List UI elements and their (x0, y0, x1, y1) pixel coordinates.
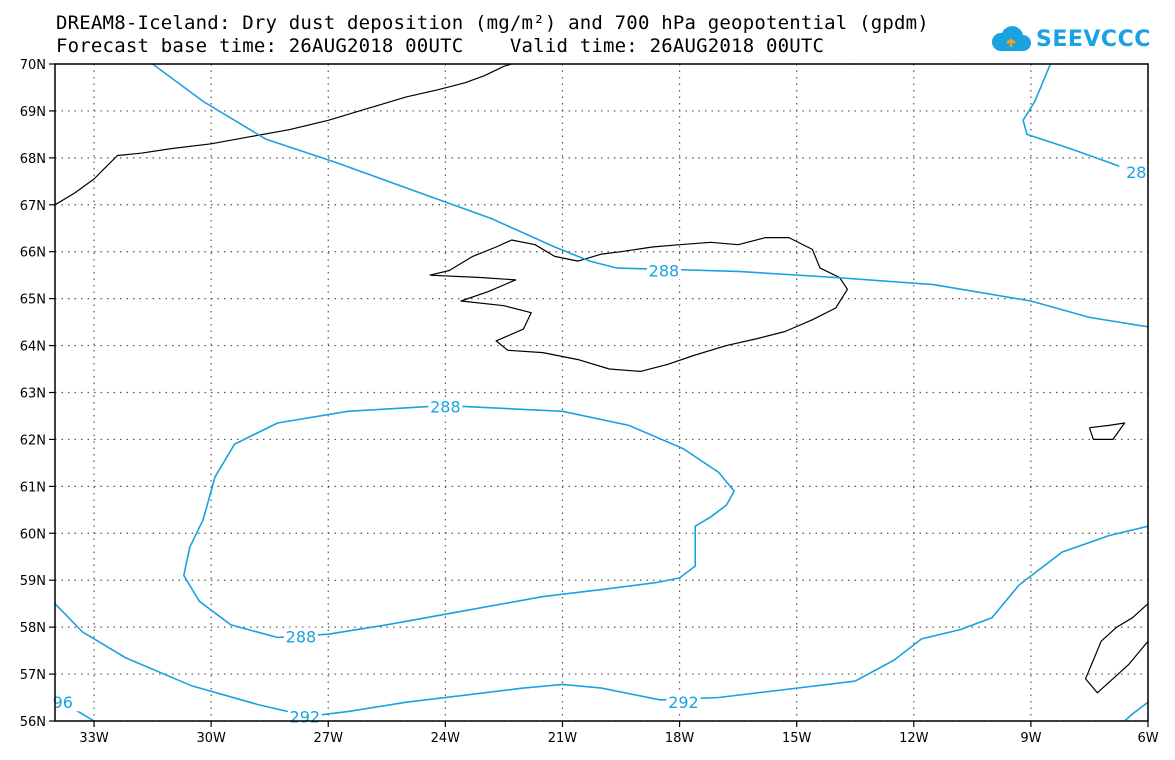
contour-label: 96 (53, 693, 73, 712)
tick-label-lon: 15W (782, 731, 812, 746)
contour-288-north (152, 63, 1149, 328)
cloud-icon (991, 26, 1031, 51)
tick-label-lat: 56N (20, 715, 46, 730)
tick-label-lat: 60N (20, 527, 46, 542)
contour-292 (54, 525, 1149, 718)
tick-label-lat: 66N (20, 246, 46, 261)
contours (54, 63, 1149, 722)
map-subtitle: Forecast base time: 26AUG2018 00UTC Vali… (56, 35, 825, 57)
tick-label-lat: 61N (20, 480, 46, 495)
tick-label-lat: 63N (20, 387, 46, 402)
coastlines (54, 63, 1149, 694)
tick-label-lon: 21W (548, 731, 578, 746)
tick-label-lon: 18W (665, 731, 695, 746)
contour-label-bg (1119, 162, 1154, 181)
contour-label: 292 (668, 693, 699, 712)
tick-label-lon: 30W (196, 731, 226, 746)
contour-labels: 288 288 288 292 292 28 96 (45, 162, 1154, 726)
tick-label-lat: 65N (20, 293, 46, 308)
coastline-faroe (1088, 422, 1126, 440)
tick-label-lon: 9W (1020, 731, 1041, 746)
tick-label-lat: 67N (20, 199, 46, 214)
tick-label-lat: 68N (20, 152, 46, 167)
coastline-iceland (429, 237, 848, 372)
contour-label-bg (428, 397, 463, 416)
coastline-scotland (1084, 603, 1149, 694)
contour-label: 292 (290, 707, 321, 726)
contour-288-closed (182, 404, 736, 639)
contour-28x-east (1022, 63, 1149, 178)
tick-label-lat: 58N (20, 621, 46, 636)
tick-label-lat: 70N (20, 58, 46, 73)
contour-label-bg (666, 693, 701, 712)
tick-label-lat: 64N (20, 340, 46, 355)
contour-label: 288 (430, 398, 461, 417)
map-title: DREAM8-Iceland: Dry dust deposition (mg/… (56, 12, 929, 34)
tick-label-lat: 57N (20, 668, 46, 683)
contour-label: 288 (286, 628, 317, 647)
contour-sw-corner (1124, 701, 1149, 722)
contour-label: 28 (1126, 163, 1146, 182)
logo-text: SEEVCCC (1036, 26, 1151, 52)
contour-label: 288 (649, 261, 680, 280)
tick-label-lon: 12W (899, 731, 929, 746)
tick-label-lat: 69N (20, 105, 46, 120)
tick-label-lon: 24W (431, 731, 461, 746)
axis-ticks: 33W 30W 27W 24W 21W 18W 15W 12W 9W 6W 70N 69N 68N 67N… (20, 58, 1159, 746)
tick-label-lon: 33W (79, 731, 109, 746)
tick-label-lon: 6W (1137, 731, 1158, 746)
coastline-greenland (54, 63, 512, 206)
tick-label-lat: 59N (20, 574, 46, 589)
grid-lines (55, 63, 1149, 722)
tick-label-lat: 62N (20, 433, 46, 448)
tick-label-lon: 27W (314, 731, 344, 746)
contour-label-bg (646, 261, 681, 280)
seevccc-logo: SEEVCCC (990, 18, 1151, 60)
contour-label-bg (283, 627, 318, 646)
